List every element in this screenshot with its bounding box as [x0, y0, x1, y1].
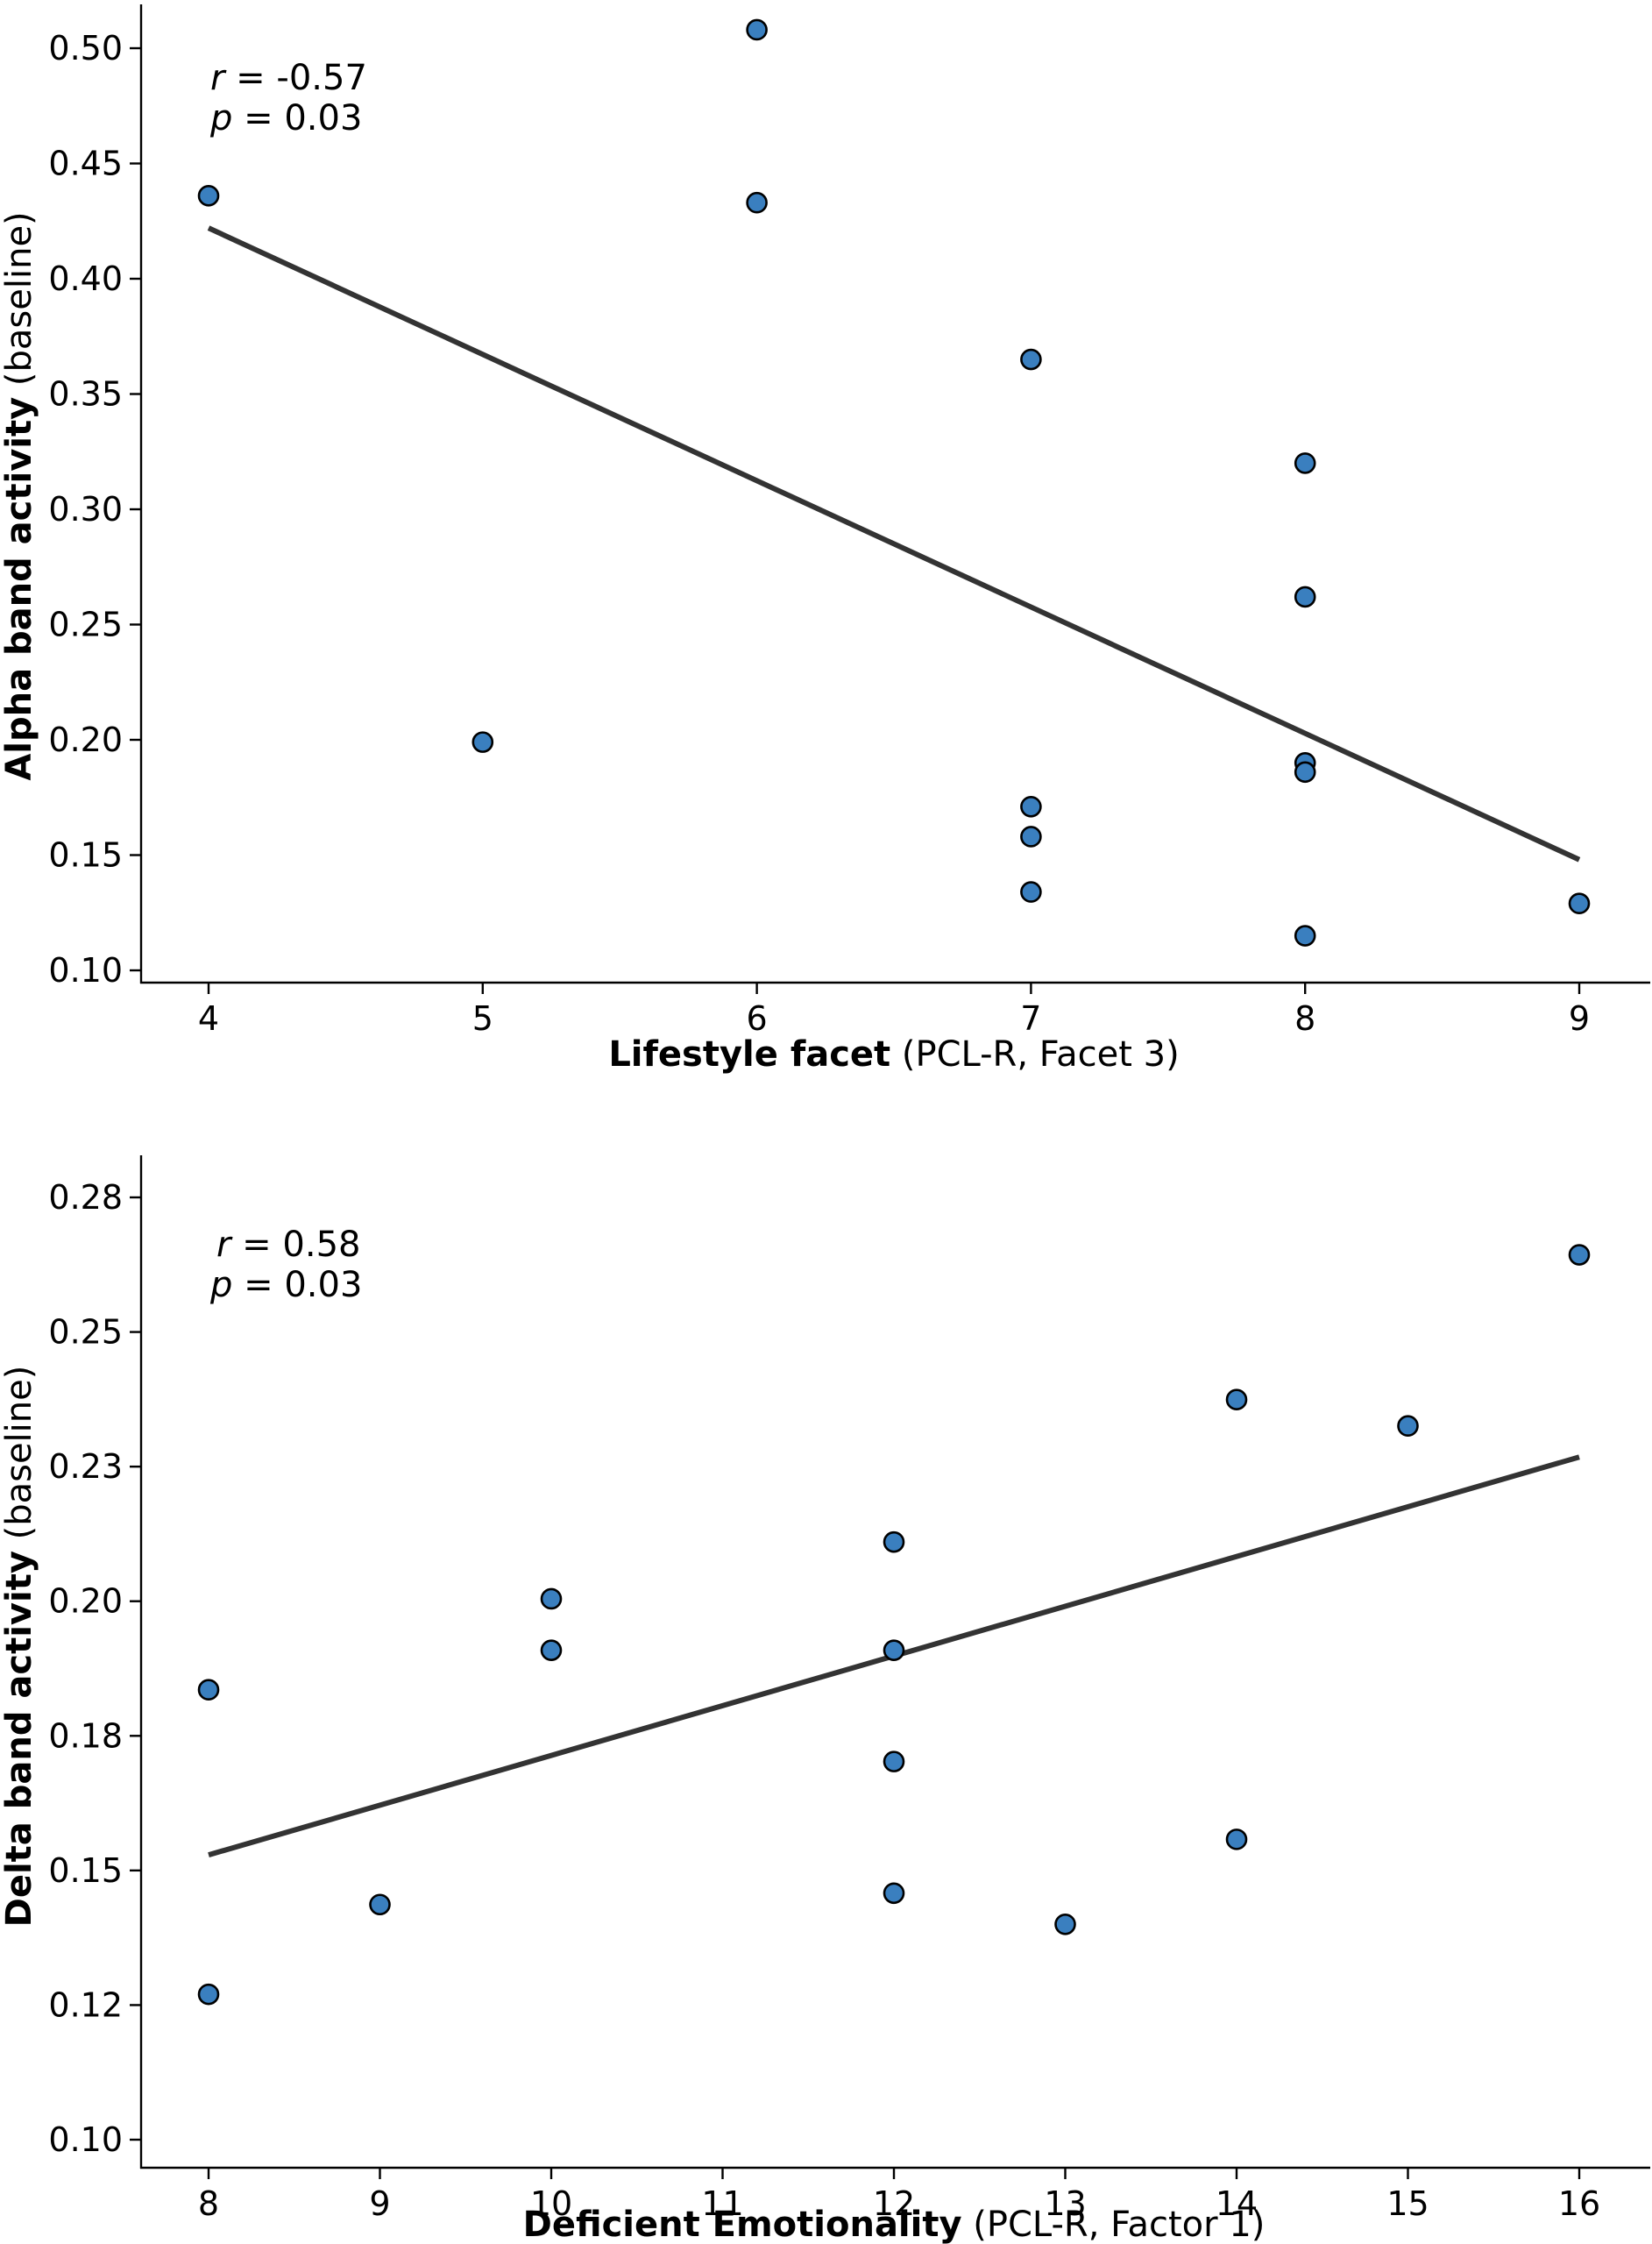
scatter-point: [1568, 892, 1591, 915]
y-axis-label-bold: Alpha band activity: [0, 397, 39, 781]
p-annotation: p = 0.03: [209, 98, 362, 138]
scatter-point: [1020, 795, 1042, 818]
scatter-point: [540, 1587, 563, 1610]
scatter-point: [1294, 761, 1316, 784]
y-tick-label: 0.18: [48, 1716, 123, 1755]
y-axis-label-rest: (baseline): [0, 211, 39, 396]
y-tick-label: 0.20: [48, 1582, 123, 1621]
scatter-point: [197, 185, 220, 207]
scatter-point: [883, 1882, 905, 1905]
scatter-point: [369, 1893, 391, 1916]
x-axis-label-rest: (PCL-R, Factor 1): [962, 2205, 1266, 2244]
x-tick-label: 10: [530, 2184, 572, 2223]
p-value: = 0.03: [232, 98, 362, 138]
y-tick-label: 0.15: [48, 1851, 123, 1890]
y-tick-label: 0.50: [48, 29, 123, 67]
y-tick-label: 0.15: [48, 836, 123, 875]
x-tick-label: 15: [1386, 2184, 1429, 2223]
y-ticks: 0.10 0.12 0.15 0.18 0.20 0.23 0.25 0.28: [48, 1178, 141, 2159]
r-symbol: r: [216, 1225, 233, 1265]
scatter-point: [1397, 1415, 1419, 1438]
p-value: = 0.03: [232, 1265, 362, 1305]
x-tick-label: 5: [472, 999, 493, 1038]
y-tick-label: 0.20: [48, 721, 123, 759]
scatter-point: [1294, 452, 1316, 474]
scatter-point: [1225, 1388, 1248, 1410]
scatter-point: [1020, 348, 1042, 371]
x-tick-label: 7: [1020, 999, 1041, 1038]
scatter-point: [1225, 1829, 1248, 1850]
y-tick-label: 0.35: [48, 375, 123, 414]
data-points: [197, 18, 1591, 947]
x-tick-label: 8: [1294, 999, 1315, 1038]
scatter-point: [1568, 1244, 1591, 1266]
scatter-point: [746, 191, 768, 214]
scatter-point: [883, 1530, 905, 1553]
x-tick-label: 6: [747, 999, 768, 1038]
y-tick-label: 0.10: [48, 2120, 123, 2159]
y-ticks: 0.10 0.15 0.20 0.25 0.30 0.35 0.40 0.45 0.50: [48, 29, 141, 990]
y-tick-label: 0.12: [48, 1985, 123, 2024]
p-symbol: p: [209, 98, 232, 138]
y-tick-label: 0.30: [48, 490, 123, 529]
x-tick-label: 11: [701, 2184, 743, 2223]
y-axis-label-rest: (baseline): [0, 1366, 39, 1551]
y-axis-label-bold: Delta band activity: [0, 1551, 39, 1927]
scatter-point: [1020, 881, 1042, 903]
x-tick-label: 9: [369, 2184, 390, 2223]
scatter-point: [1020, 826, 1042, 848]
scatter-point: [197, 1983, 220, 2006]
y-axis-label: Delta band activity (baseline): [0, 1366, 39, 1928]
alpha-lifestyle-scatter-panel: 0.10 0.15 0.20 0.25 0.30 0.35 0.40 0.45 0.50 4 5 6…: [0, 4, 1650, 1075]
scatter-point: [540, 1639, 563, 1661]
regression-line: [207, 225, 1581, 863]
r-value: = 0.58: [230, 1225, 360, 1265]
x-axis-label: Deficient Emotionality (PCL-R, Factor 1): [523, 2205, 1266, 2244]
delta-emotionality-scatter-panel: 0.10 0.12 0.15 0.18 0.20 0.23 0.25 0.28 8 9 10 11 1…: [0, 1155, 1650, 2244]
y-tick-label: 0.23: [48, 1447, 123, 1486]
x-axis-label-bold: Lifestyle facet: [608, 1034, 890, 1075]
scatter-point: [1294, 586, 1316, 608]
r-annotation: r = -0.57: [210, 58, 367, 98]
y-tick-label: 0.25: [48, 1313, 123, 1352]
x-ticks: 4 5 6 7 8 9: [198, 983, 1590, 1038]
scatter-point: [471, 731, 494, 753]
y-tick-label: 0.45: [48, 145, 123, 183]
x-ticks: 8 9 10 11 12 13 14 15 16: [198, 2168, 1600, 2223]
x-tick-label: 16: [1558, 2184, 1600, 2223]
regression-line-group: [207, 225, 1581, 863]
x-tick-label: 12: [873, 2184, 915, 2223]
x-tick-label: 8: [198, 2184, 219, 2223]
scatter-point: [883, 1750, 905, 1772]
scatter-point: [197, 1679, 220, 1701]
p-annotation: p = 0.03: [209, 1265, 362, 1305]
scatter-point: [1294, 925, 1316, 947]
x-tick-label: 4: [198, 999, 219, 1038]
x-tick-label: 14: [1216, 2184, 1258, 2223]
scatter-point: [883, 1639, 905, 1661]
scatter-point: [1054, 1913, 1076, 1935]
x-tick-label: 9: [1569, 999, 1590, 1038]
y-tick-label: 0.10: [48, 951, 123, 990]
x-axis-label-rest: (PCL-R, Facet 3): [890, 1034, 1180, 1075]
data-points: [197, 1244, 1591, 2006]
y-tick-label: 0.28: [48, 1178, 123, 1217]
p-symbol: p: [209, 1265, 232, 1305]
y-tick-label: 0.25: [48, 606, 123, 644]
r-symbol: r: [210, 58, 227, 98]
x-axis-label: Lifestyle facet (PCL-R, Facet 3): [608, 1034, 1179, 1075]
r-annotation: r = 0.58: [216, 1225, 360, 1265]
y-tick-label: 0.40: [48, 259, 123, 298]
r-value: = -0.57: [224, 58, 366, 98]
scatter-point: [746, 18, 768, 41]
x-axis-label-bold: Deficient Emotionality: [523, 2205, 962, 2244]
y-axis-label: Alpha band activity (baseline): [0, 211, 39, 780]
x-tick-label: 13: [1044, 2184, 1086, 2223]
